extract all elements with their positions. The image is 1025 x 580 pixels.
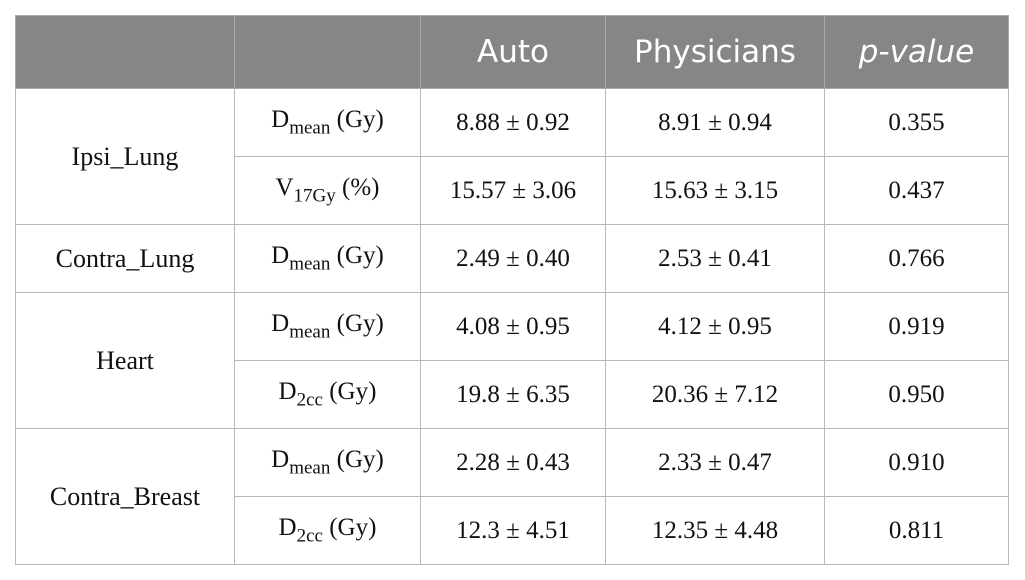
table-row: D2cc (Gy) 12.3 ± 4.51 12.35 ± 4.48 0.811 — [16, 496, 1009, 565]
p-value: 0.950 — [824, 360, 1009, 429]
metric-subscript: mean — [289, 117, 331, 139]
table-row: Contra_Lung Dmean (Gy) 2.49 ± 0.40 2.53 … — [15, 224, 1009, 293]
metric-unit: (Gy) — [322, 377, 377, 405]
table-row: Heart Dmean (Gy) 4.08 ± 0.95 4.12 ± 0.95… — [15, 292, 1009, 429]
p-value: 0.811 — [824, 496, 1009, 565]
physicians-value: 20.36 ± 7.12 — [605, 360, 825, 429]
metric-symbol: D — [271, 241, 290, 269]
header-metric — [234, 15, 421, 89]
metric-subscript: mean — [289, 457, 331, 479]
metric-cell: V17Gy (%) — [234, 156, 421, 225]
auto-value: 12.3 ± 4.51 — [420, 496, 606, 565]
physicians-value: 15.63 ± 3.15 — [605, 156, 825, 225]
metric-cell: D2cc (Gy) — [234, 360, 421, 429]
auto-value: 2.49 ± 0.40 — [420, 224, 606, 293]
physicians-value: 12.35 ± 4.48 — [605, 496, 825, 565]
p-value: 0.437 — [824, 156, 1009, 225]
header-structure — [15, 15, 235, 89]
auto-value: 19.8 ± 6.35 — [420, 360, 606, 429]
table-row: D2cc (Gy) 19.8 ± 6.35 20.36 ± 7.12 0.950 — [16, 360, 1009, 429]
metric-cell: D2cc (Gy) — [234, 496, 421, 565]
metric-unit: (Gy) — [330, 445, 384, 473]
metric-symbol: D — [271, 105, 290, 133]
structure-contra-lung: Contra_Lung — [15, 224, 235, 293]
dose-comparison-table-wrapper: Auto Physicians p-value Ipsi_Lung Dmean … — [15, 15, 1009, 565]
structure-heart: Heart — [15, 292, 235, 429]
table-row: Contra_Breast Dmean (Gy) 2.28 ± 0.43 2.3… — [15, 428, 1009, 565]
metric-symbol: D — [271, 445, 290, 473]
auto-value: 15.57 ± 3.06 — [420, 156, 606, 225]
dose-comparison-table: Auto Physicians p-value Ipsi_Lung Dmean … — [15, 15, 1009, 565]
auto-value: 2.28 ± 0.43 — [420, 428, 606, 497]
metric-symbol: D — [278, 377, 297, 405]
physicians-value: 2.53 ± 0.41 — [605, 224, 825, 293]
header-physicians: Physicians — [605, 15, 825, 89]
structure-contra-breast: Contra_Breast — [15, 428, 235, 565]
physicians-value: 2.33 ± 0.47 — [605, 428, 825, 497]
metric-unit: (Gy) — [330, 105, 384, 133]
metric-subscript: mean — [289, 253, 331, 275]
auto-value: 4.08 ± 0.95 — [420, 292, 606, 361]
metric-subscript: 2cc — [296, 525, 323, 547]
metric-symbol: D — [271, 309, 290, 337]
p-value: 0.910 — [824, 428, 1009, 497]
header-auto: Auto — [420, 15, 606, 89]
physicians-value: 4.12 ± 0.95 — [605, 292, 825, 361]
physicians-value: 8.91 ± 0.94 — [605, 88, 825, 157]
p-value: 0.355 — [824, 88, 1009, 157]
metric-unit: (Gy) — [330, 241, 384, 269]
p-value: 0.919 — [824, 292, 1009, 361]
metric-cell: Dmean (Gy) — [234, 224, 421, 293]
metric-unit: (Gy) — [330, 309, 384, 337]
metric-cell: Dmean (Gy) — [234, 292, 421, 361]
metric-cell: Dmean (Gy) — [234, 88, 421, 157]
structure-ipsi-lung: Ipsi_Lung — [15, 88, 235, 225]
metric-unit: (Gy) — [322, 513, 377, 541]
metric-symbol: V — [275, 173, 294, 201]
metric-unit: (%) — [335, 173, 380, 201]
metric-subscript: 17Gy — [293, 185, 336, 207]
table-row: Ipsi_Lung Dmean (Gy) 8.88 ± 0.92 8.91 ± … — [15, 88, 1009, 225]
metric-symbol: D — [278, 513, 297, 541]
table-header-row: Auto Physicians p-value — [15, 15, 1009, 89]
metric-subscript: mean — [289, 321, 331, 343]
table-row: V17Gy (%) 15.57 ± 3.06 15.63 ± 3.15 0.43… — [16, 156, 1009, 225]
header-p-value: p-value — [824, 15, 1009, 89]
metric-cell: Dmean (Gy) — [234, 428, 421, 497]
p-value: 0.766 — [824, 224, 1009, 293]
metric-subscript: 2cc — [296, 389, 323, 411]
auto-value: 8.88 ± 0.92 — [420, 88, 606, 157]
